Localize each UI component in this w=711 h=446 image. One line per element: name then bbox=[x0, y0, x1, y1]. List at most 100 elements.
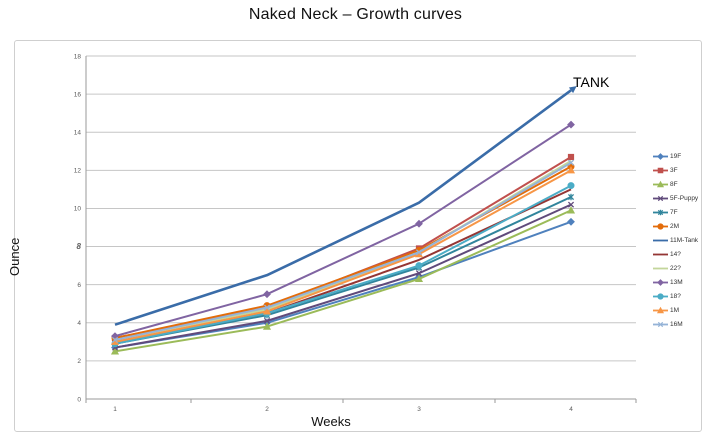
legend-swatch bbox=[653, 267, 668, 269]
marker-triangle bbox=[566, 206, 576, 214]
y-tick-label: 14 bbox=[74, 130, 82, 137]
legend-item-8F[interactable]: 8F bbox=[653, 177, 698, 191]
legend-label: 14? bbox=[670, 250, 681, 258]
series-line-8F bbox=[114, 209, 572, 353]
marker-diamond bbox=[567, 217, 575, 226]
series-line-14? bbox=[114, 188, 572, 343]
legend-marker-triangle bbox=[656, 306, 665, 313]
legend-swatch bbox=[653, 167, 668, 173]
marker-x bbox=[263, 317, 271, 324]
legend: 19F 3F 8F 5F-Puppy 7F 2M 11M-Tank 14? 22? 13M 18? 1… bbox=[653, 149, 698, 331]
legend-label: 8F bbox=[670, 180, 678, 188]
legend-item-19F[interactable]: 19F bbox=[653, 149, 698, 163]
legend-item-16M[interactable]: 16M bbox=[653, 317, 698, 331]
marker-x bbox=[263, 304, 271, 311]
y-axis-title: Ounce bbox=[7, 237, 22, 276]
y-tick-label: 6 bbox=[77, 282, 81, 289]
legend-swatch bbox=[653, 292, 668, 300]
series-line-11M-Tank bbox=[114, 89, 572, 326]
legend-marker-circle bbox=[657, 222, 664, 230]
y-tick-label: 10 bbox=[74, 206, 82, 213]
legend-swatch bbox=[653, 306, 668, 313]
y-tick-label: 8 bbox=[77, 242, 82, 251]
y-tick-label: 18 bbox=[74, 53, 82, 60]
series-line-2M bbox=[114, 165, 572, 340]
series-line-16M bbox=[114, 161, 572, 341]
y-tick-label: 16 bbox=[74, 91, 82, 98]
series-line-18? bbox=[114, 184, 572, 345]
marker-triangle bbox=[414, 274, 424, 283]
chart-frame[interactable]: Ounce 18 16 14 12 10 8 6 4 2 0 1 2 3 4 TANK Weeks 19F… bbox=[7, 40, 702, 432]
legend-swatch bbox=[653, 180, 668, 187]
legend-marker-diamond bbox=[657, 278, 664, 286]
legend-marker-diamond bbox=[657, 152, 664, 160]
legend-item-3F[interactable]: 3F bbox=[653, 163, 698, 177]
legend-label: 13M bbox=[670, 278, 683, 286]
marker-x bbox=[567, 159, 575, 166]
legend-label: 11M-Tank bbox=[670, 236, 699, 244]
legend-label: 1M bbox=[670, 306, 680, 314]
series-line-13M bbox=[114, 123, 572, 338]
legend-label: 22? bbox=[670, 264, 681, 272]
x-tick-label: 2 bbox=[265, 406, 269, 413]
legend-item-5F-Puppy[interactable]: 5F-Puppy bbox=[653, 191, 698, 205]
legend-label: 19F bbox=[670, 152, 682, 160]
series-line-5F-Puppy bbox=[114, 203, 572, 349]
marker-x bbox=[415, 249, 423, 256]
marker-triangle bbox=[110, 347, 120, 355]
x-tick-label: 3 bbox=[417, 406, 421, 413]
marker-circle bbox=[567, 182, 575, 190]
marker-triangle bbox=[262, 322, 272, 330]
marker-x bbox=[111, 336, 119, 343]
legend-swatch bbox=[653, 195, 668, 201]
legend-label: 5F-Puppy bbox=[670, 194, 699, 202]
series-arrowhead bbox=[568, 86, 577, 94]
legend-label: 2M bbox=[670, 222, 680, 230]
y-tick-label: 12 bbox=[74, 168, 82, 175]
legend-item-13M[interactable]: 13M bbox=[653, 275, 698, 289]
y-tick-label: 4 bbox=[77, 320, 81, 327]
legend-marker-x bbox=[657, 195, 664, 201]
legend-label: 18? bbox=[670, 292, 681, 300]
legend-marker-circle bbox=[657, 292, 664, 300]
legend-item-18?[interactable]: 18? bbox=[653, 289, 698, 303]
series-line-1M bbox=[114, 169, 572, 343]
legend-swatch bbox=[653, 222, 668, 230]
x-axis-title: Weeks bbox=[311, 414, 351, 429]
legend-marker-x bbox=[657, 321, 664, 327]
series-line-22? bbox=[114, 159, 572, 341]
marker-diamond bbox=[263, 290, 271, 299]
legend-swatch bbox=[653, 209, 668, 215]
marker-triangle bbox=[262, 307, 272, 315]
marker-triangle bbox=[566, 166, 576, 174]
legend-label: 16M bbox=[670, 320, 683, 328]
y-tick-label: 0 bbox=[77, 396, 81, 403]
tank-annotation: TANK bbox=[573, 74, 610, 90]
legend-marker-triangle bbox=[656, 180, 665, 187]
legend-label: 3F bbox=[670, 166, 678, 174]
legend-swatch bbox=[653, 321, 668, 327]
marker-diamond bbox=[567, 120, 575, 129]
marker-x bbox=[415, 270, 423, 277]
legend-swatch bbox=[653, 239, 668, 241]
marker-x bbox=[567, 201, 575, 208]
legend-marker-asterisk bbox=[657, 209, 664, 215]
marker-diamond bbox=[415, 219, 423, 228]
marker-circle bbox=[415, 262, 423, 270]
legend-item-2M[interactable]: 2M bbox=[653, 219, 698, 233]
marker-square bbox=[567, 153, 575, 161]
legend-swatch bbox=[653, 152, 668, 160]
x-tick-label: 4 bbox=[569, 406, 573, 413]
legend-swatch bbox=[653, 253, 668, 255]
legend-item-7F[interactable]: 7F bbox=[653, 205, 698, 219]
legend-item-22?[interactable]: 22? bbox=[653, 261, 698, 275]
y-tick-label: 2 bbox=[77, 358, 81, 365]
legend-item-11M-Tank[interactable]: 11M-Tank bbox=[653, 233, 698, 247]
series-line-7F bbox=[114, 196, 572, 345]
legend-item-1M[interactable]: 1M bbox=[653, 303, 698, 317]
legend-label: 7F bbox=[670, 208, 678, 216]
chart-title: Naked Neck – Growth curves bbox=[248, 6, 463, 23]
x-tick-label: 1 bbox=[113, 406, 117, 413]
legend-item-14?[interactable]: 14? bbox=[653, 247, 698, 261]
